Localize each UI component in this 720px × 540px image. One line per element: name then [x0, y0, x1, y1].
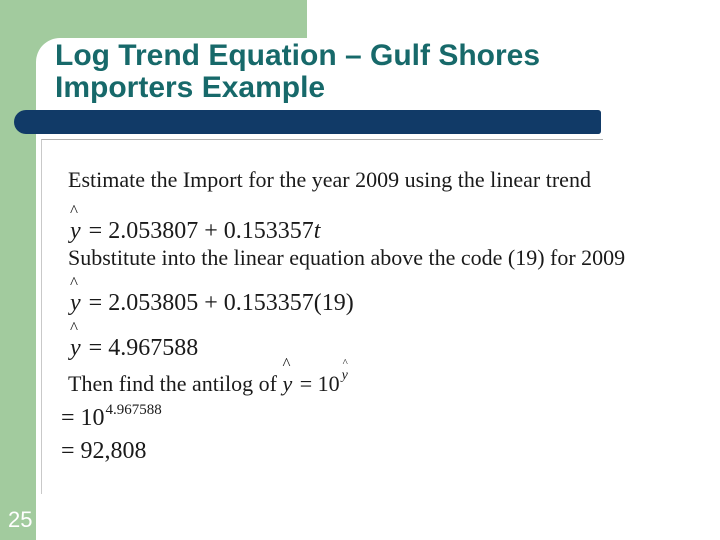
left-green-strip [0, 0, 36, 540]
y-variable: y [70, 290, 81, 316]
antilog-instruction-text: Then find the antilog of ^ y = 10 ^ y [68, 355, 348, 397]
estimate-instruction-text: Estimate the Import for the year 2009 us… [68, 167, 591, 192]
y-hat-symbol: ^ y [282, 355, 294, 397]
power-exponent: 4.967588 [105, 402, 162, 418]
power-equation: = 104.967588 [61, 402, 162, 432]
result-equation: ^ y = 4.967588 [70, 319, 199, 362]
slide-page-number: 25 [8, 507, 33, 532]
y-exponent-variable: y [341, 368, 348, 383]
hat-accent: ^ [70, 201, 78, 220]
antilog-prefix: Then find the antilog of [68, 371, 283, 396]
substituted-equation-rhs: = 2.053805 + 0.153357(19) [82, 290, 354, 316]
equation-content-panel: Estimate the Import for the year 2009 us… [41, 139, 625, 494]
hat-accent: ^ [282, 354, 291, 373]
t-variable: t [313, 218, 321, 244]
y-hat-symbol: ^ y [70, 202, 83, 245]
substituted-equation: ^ y = 2.053805 + 0.153357(19) [70, 274, 354, 317]
trend-equation: ^ y = 2.053807 + 0.153357t [70, 202, 321, 245]
power-base: = 10 [61, 405, 105, 431]
result-equation-rhs: = 4.967588 [82, 335, 199, 361]
trend-equation-rhs: = 2.053807 + 0.153357 [82, 218, 314, 244]
y-hat-exponent-symbol: ^ y [341, 358, 348, 384]
hat-accent: ^ [70, 273, 78, 292]
slide-title-line-2: Importers Example [55, 71, 326, 104]
hat-accent: ^ [70, 318, 78, 337]
y-variable: y [70, 335, 81, 361]
antilog-mid: = 10 [294, 371, 340, 396]
substitute-instruction-text: Substitute into the linear equation abov… [68, 245, 626, 270]
final-result-equation: = 92,808 [61, 438, 147, 464]
y-hat-symbol: ^ y [70, 274, 83, 317]
hat-accent: ^ [342, 357, 348, 369]
title-underline-bar [14, 110, 601, 134]
y-variable: y [282, 371, 293, 396]
slide-title-line-1: Log Trend Equation – Gulf Shores [55, 39, 541, 72]
slide-title: Log Trend Equation – Gulf Shores Importe… [36, 38, 720, 104]
y-variable: y [70, 218, 81, 244]
y-hat-symbol: ^ y [70, 319, 83, 362]
